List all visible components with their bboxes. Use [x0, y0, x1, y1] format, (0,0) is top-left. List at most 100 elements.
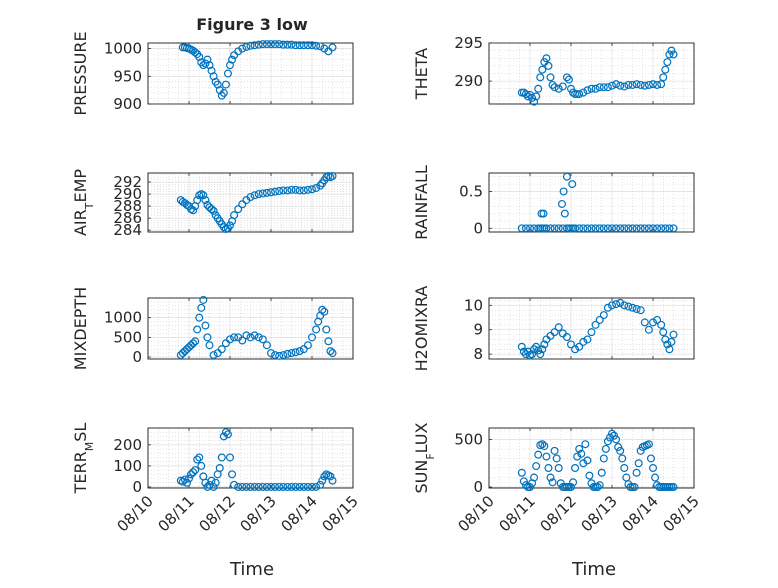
panel-1: 900 950 1000 PRESSURE — [71, 31, 354, 116]
data-point — [287, 482, 296, 491]
data-point — [308, 41, 317, 50]
data-point — [530, 345, 539, 354]
data-point — [550, 328, 559, 337]
data-point — [636, 306, 645, 315]
data-point — [267, 40, 276, 49]
data-point — [287, 40, 296, 49]
data-point — [525, 224, 534, 233]
data-point — [648, 224, 657, 233]
data-point — [299, 186, 308, 195]
data-point — [299, 482, 308, 491]
data-point — [562, 73, 571, 82]
data-point — [648, 318, 657, 327]
data-point — [199, 191, 208, 200]
data-point — [223, 69, 232, 78]
data-point — [209, 206, 218, 215]
data-point — [271, 351, 280, 360]
panel-7-ytick-label: 0 — [132, 478, 142, 496]
data-point — [205, 341, 214, 350]
data-point — [246, 41, 255, 50]
data-point — [665, 224, 674, 233]
panel-6-ytick-label: 8 — [473, 345, 483, 363]
xtick-label: 08/14 — [278, 492, 321, 535]
data-point — [234, 205, 243, 214]
panel-2: 290 295 THETA — [412, 34, 695, 106]
xtick-label: 08/13 — [237, 492, 280, 535]
xtick-label: 08/14 — [619, 492, 662, 535]
data-point — [663, 340, 672, 349]
data-point — [203, 200, 212, 209]
data-point — [271, 40, 280, 49]
data-point — [213, 80, 222, 89]
data-point — [299, 41, 308, 50]
data-point — [226, 453, 235, 462]
data-point — [189, 339, 198, 348]
data-point — [275, 187, 284, 196]
data-point — [287, 185, 296, 194]
xtick-label: 08/12 — [537, 492, 580, 535]
data-point — [254, 333, 263, 342]
xtick-label: 08/13 — [578, 492, 621, 535]
data-point — [648, 464, 657, 473]
data-point — [246, 333, 255, 342]
data-point — [250, 331, 259, 340]
data-point — [616, 446, 625, 455]
data-point — [614, 443, 623, 452]
data-point — [283, 40, 292, 49]
data-point — [636, 446, 645, 455]
data-point — [577, 449, 586, 458]
data-point — [221, 428, 230, 437]
data-point — [250, 191, 259, 200]
data-point — [659, 73, 668, 82]
data-point — [193, 455, 202, 464]
data-point — [521, 350, 530, 359]
data-point — [624, 224, 633, 233]
x-axis-label-left: Time — [229, 559, 274, 580]
data-point — [599, 224, 608, 233]
xtick-label: 08/15 — [660, 492, 703, 535]
data-point — [238, 200, 247, 209]
data-point — [254, 482, 263, 491]
data-point — [215, 464, 224, 473]
data-point — [205, 61, 214, 70]
data-point — [291, 482, 300, 491]
data-point — [669, 50, 678, 59]
data-point — [575, 444, 584, 453]
data-point — [238, 44, 247, 53]
data-point — [554, 464, 563, 473]
panel-2-ytick-label: 295 — [454, 34, 483, 52]
data-point — [628, 303, 637, 312]
data-point — [320, 307, 329, 316]
data-point — [316, 480, 325, 489]
data-point — [599, 311, 608, 320]
data-point — [279, 186, 288, 195]
data-point — [583, 456, 592, 465]
data-point — [597, 468, 606, 477]
data-point — [571, 345, 580, 354]
data-point — [219, 88, 228, 97]
data-point — [199, 61, 208, 70]
panel-2-ytick-label: 290 — [454, 72, 483, 90]
data-point — [262, 40, 271, 49]
panel-3-ytick-label: 288 — [113, 197, 142, 215]
data-point — [303, 482, 312, 491]
data-point — [644, 80, 653, 89]
data-point — [548, 80, 557, 89]
data-point — [612, 80, 621, 89]
data-point — [560, 209, 569, 218]
data-point — [669, 330, 678, 339]
data-point — [595, 315, 604, 324]
data-point — [258, 40, 267, 49]
data-point — [571, 224, 580, 233]
data-point — [554, 323, 563, 332]
data-point — [193, 325, 202, 334]
data-point — [601, 444, 610, 453]
data-point — [217, 345, 226, 354]
xtick-label: 08/10 — [114, 492, 157, 535]
data-point — [203, 55, 212, 64]
data-point — [624, 80, 633, 89]
data-point — [657, 80, 666, 89]
data-point — [540, 340, 549, 349]
data-point — [540, 442, 549, 451]
